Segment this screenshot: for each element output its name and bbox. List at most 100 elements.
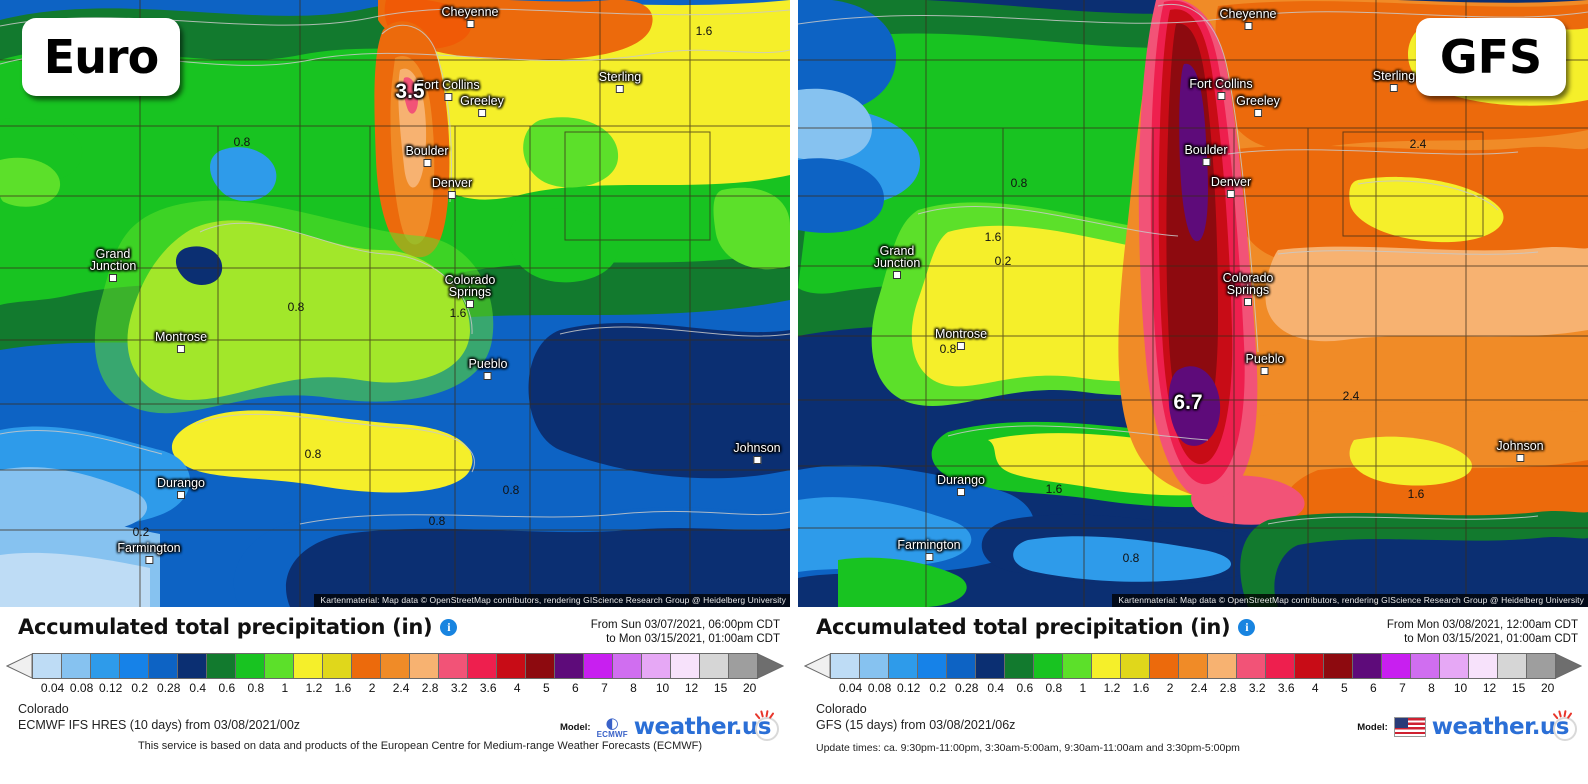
scale-swatch	[381, 654, 410, 678]
scale-tick-label: 6	[572, 681, 579, 695]
scale-tick-label: 15	[1511, 681, 1526, 695]
scale-tick-labels: 0.04 0.08 0.12 0.2 0.28 0.4 0.6 0.8 1 1.2 1.6 2 2.4 2…	[38, 681, 764, 695]
scale-tick-label: 2.4	[1190, 681, 1208, 695]
scale-cap-right	[758, 653, 784, 679]
region-label: Colorado	[18, 702, 69, 716]
scale-swatch	[1034, 654, 1063, 678]
info-icon[interactable]: i	[1238, 618, 1256, 636]
scale-tick-label: 0.8	[247, 681, 265, 695]
ecmwf-disclaimer: This service is based on data and produc…	[137, 740, 703, 752]
scale-swatch	[1382, 654, 1411, 678]
scale-tick-label: 2.8	[421, 681, 439, 695]
scale-tick-label: 2	[368, 681, 376, 695]
scale-tick-label: 0.6	[218, 681, 236, 695]
legend-title: Accumulated total precipitation (in) i	[18, 615, 458, 639]
map-attribution: Kartenmaterial: Map data © OpenStreetMap…	[314, 594, 790, 607]
scale-swatch	[555, 654, 584, 678]
scale-tick-label: 1.2	[305, 681, 323, 695]
color-scale-gfs: 0.04 0.08 0.12 0.2 0.28 0.4 0.6 0.8 1 1.2 1.6 2 2.4 2…	[798, 653, 1588, 695]
scale-tick-label: 0.2	[929, 681, 946, 695]
scale-swatch	[613, 654, 642, 678]
sun-icon	[1550, 710, 1577, 741]
map-gfs[interactable]: GFS Cheyenne Fort Collins Greeley Sterli…	[798, 0, 1588, 607]
scale-swatch	[1092, 654, 1121, 678]
scale-tick-label: 2.4	[392, 681, 410, 695]
scale-cap-right	[1556, 653, 1582, 679]
scale-tick-label: 3.6	[479, 681, 497, 695]
model-badge-euro: Euro	[22, 18, 180, 96]
period-from: From Mon 03/08/2021, 12:00am CDT	[1386, 619, 1578, 631]
scale-tick-label: 0.12	[98, 681, 123, 695]
scale-tick-label: 5	[542, 681, 550, 695]
scale-swatch	[62, 654, 91, 678]
weather-us-logo[interactable]: weather.us	[634, 710, 779, 741]
precip-field-euro	[0, 0, 790, 607]
scale-swatch	[1150, 654, 1179, 678]
scale-tick-label: 0.08	[69, 681, 94, 695]
legend-title: Accumulated total precipitation (in) i	[816, 615, 1256, 639]
scale-swatch	[1208, 654, 1237, 678]
period-to: to Mon 03/15/2021, 01:00am CDT	[606, 633, 780, 645]
scale-ticks: 0.04 0.08 0.12 0.2 0.28 0.4 0.6 0.8 1 1.2 1.6 2 2.4 2…	[804, 681, 1588, 695]
scale-swatch	[1179, 654, 1208, 678]
weather-us-logo[interactable]: weather.us	[1431, 710, 1577, 741]
scale-tick-label: 4	[513, 681, 521, 695]
model-badge-gfs: GFS	[1416, 18, 1566, 96]
scale-swatch	[323, 654, 352, 678]
scale-swatch	[642, 654, 671, 678]
forecast-period: From Mon 03/08/2021, 12:00am CDT to Mon …	[1387, 615, 1578, 646]
scale-tick-label: 0.08	[867, 681, 892, 695]
scale-tick-label: 0.4	[189, 681, 207, 695]
scale-tick-label: 2.8	[1219, 681, 1237, 695]
scale-tick-labels: 0.04 0.08 0.12 0.2 0.28 0.4 0.6 0.8 1 1.2 1.6 2 2.4 2…	[836, 681, 1562, 695]
scale-swatch	[1469, 654, 1498, 678]
scale-swatch	[1063, 654, 1092, 678]
scale-swatch	[33, 654, 62, 678]
scale-tick-label: 7	[1399, 681, 1406, 695]
scale-swatch	[1324, 654, 1353, 678]
scale-tick-label: 1	[281, 681, 289, 695]
model-label: Model:	[559, 721, 591, 733]
scale-swatch	[1121, 654, 1150, 678]
scale-tick-label: 7	[601, 681, 608, 695]
scale-swatch	[1005, 654, 1034, 678]
model-run-label: ECMWF IFS HRES (10 days) from 03/08/2021…	[18, 718, 301, 732]
scale-tick-label: 0.6	[1016, 681, 1034, 695]
scale-tick-label: 8	[630, 681, 637, 695]
map-euro[interactable]: Euro Cheyenne Fort Collins Greeley Sterl…	[0, 0, 790, 607]
scale-tick-label: 3.2	[1248, 681, 1266, 695]
scale-swatch	[1411, 654, 1440, 678]
scale-tick-label: 0.4	[987, 681, 1005, 695]
scale-swatch	[439, 654, 468, 678]
region-label: Colorado	[816, 702, 867, 716]
scale-swatch	[207, 654, 236, 678]
scale-tick-label: 0.2	[131, 681, 148, 695]
scale-tick-label: 10	[1453, 681, 1468, 695]
scale-cap-left	[6, 653, 32, 679]
scale-tick-label: 0.28	[955, 681, 979, 695]
scale-tick-label: 8	[1428, 681, 1435, 695]
scale-swatch	[526, 654, 555, 678]
scale-swatch	[265, 654, 294, 678]
scale-tick-label: 0.28	[157, 681, 181, 695]
legend-header: Accumulated total precipitation (in) i F…	[0, 607, 790, 646]
scale-swatch	[1353, 654, 1382, 678]
us-flag-icon	[1393, 717, 1426, 737]
legend-gfs: Accumulated total precipitation (in) i F…	[798, 607, 1588, 784]
legend-title-text: Accumulated total precipitation (in)	[816, 615, 1231, 639]
ecmwf-logo-icon: ◐ ECMWF	[596, 713, 628, 739]
scale-tick-label: 20	[1540, 681, 1555, 695]
info-icon[interactable]: i	[440, 618, 458, 636]
color-scale-euro: 0.04 0.08 0.12 0.2 0.28 0.4 0.6 0.8 1 1.2 1.6 2 2.4 2…	[0, 653, 790, 695]
scale-swatch	[1440, 654, 1469, 678]
map-attribution: Kartenmaterial: Map data © OpenStreetMap…	[1112, 594, 1588, 607]
scale-swatch	[947, 654, 976, 678]
model-label: Model:	[1357, 721, 1388, 733]
scale-swatch	[700, 654, 729, 678]
scale-tick-label: 0.12	[896, 681, 921, 695]
weather-us-logo-text: weather.us	[1431, 714, 1570, 740]
scale-swatch	[671, 654, 700, 678]
scale-tick-label: 1	[1079, 681, 1087, 695]
sun-icon	[752, 710, 779, 741]
scale-swatch	[1295, 654, 1324, 678]
